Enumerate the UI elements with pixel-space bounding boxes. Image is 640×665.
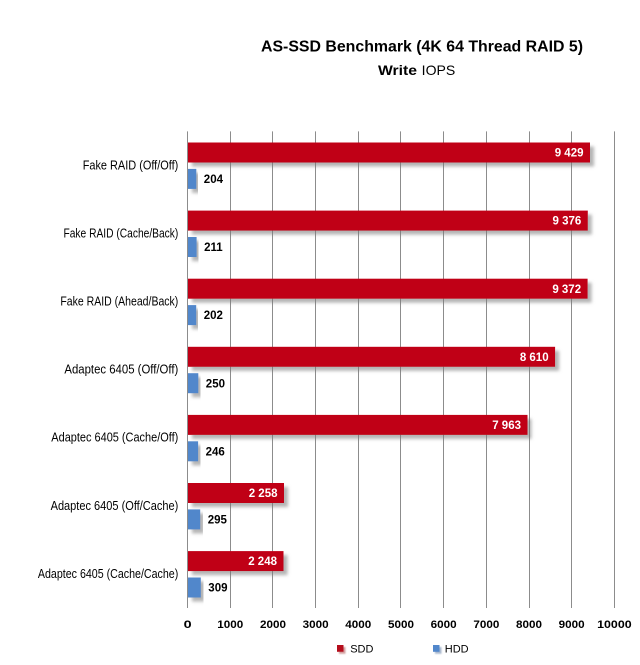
svg-text:Adaptec 6405 (Cache/Cache): Adaptec 6405 (Cache/Cache) [38,566,178,581]
svg-text:250: 250 [206,378,225,390]
svg-text:9 372: 9 372 [552,284,581,296]
svg-text:Fake RAID (Cache/Back): Fake RAID (Cache/Back) [64,225,179,240]
svg-text:295: 295 [208,515,228,527]
svg-text:Adaptec 6405 (Off/Off): Adaptec 6405 (Off/Off) [64,362,178,377]
svg-text:309: 309 [208,583,227,595]
svg-text:6000: 6000 [431,619,457,631]
svg-text:Adaptec 6405 (Cache/Off): Adaptec 6405 (Cache/Off) [51,430,178,445]
svg-text:HDD: HDD [445,644,469,656]
svg-text:4000: 4000 [345,619,371,631]
svg-text:SDD: SDD [350,644,373,656]
svg-text:2 248: 2 248 [248,556,277,568]
svg-text:3000: 3000 [303,619,329,631]
svg-text:2000: 2000 [260,619,286,631]
svg-text:2 258: 2 258 [249,488,278,500]
svg-text:10000: 10000 [597,619,632,631]
svg-text:202: 202 [204,310,223,322]
svg-text:7000: 7000 [473,619,499,631]
svg-text:Fake RAID (Off/Off): Fake RAID (Off/Off) [83,157,179,172]
svg-text:7 963: 7 963 [492,420,521,432]
svg-text:1000: 1000 [217,619,243,631]
svg-text:5000: 5000 [388,619,414,631]
svg-text:9 376: 9 376 [553,216,582,228]
svg-text:Fake RAID (Ahead/Back): Fake RAID (Ahead/Back) [60,294,178,309]
svg-text:AS-SSD Benchmark (4K 64 Thread: AS-SSD Benchmark (4K 64 Thread RAID 5) [261,38,583,55]
svg-text:211: 211 [204,242,223,254]
svg-text:Adaptec 6405 (Off/Cache): Adaptec 6405 (Off/Cache) [51,498,179,513]
svg-text:9000: 9000 [559,619,585,631]
svg-text:204: 204 [204,174,224,186]
svg-text:0: 0 [184,619,192,631]
svg-text:8000: 8000 [516,619,542,631]
svg-text:9 429: 9 429 [555,148,584,160]
svg-text:246: 246 [206,446,225,458]
svg-text:8 610: 8 610 [520,352,549,364]
